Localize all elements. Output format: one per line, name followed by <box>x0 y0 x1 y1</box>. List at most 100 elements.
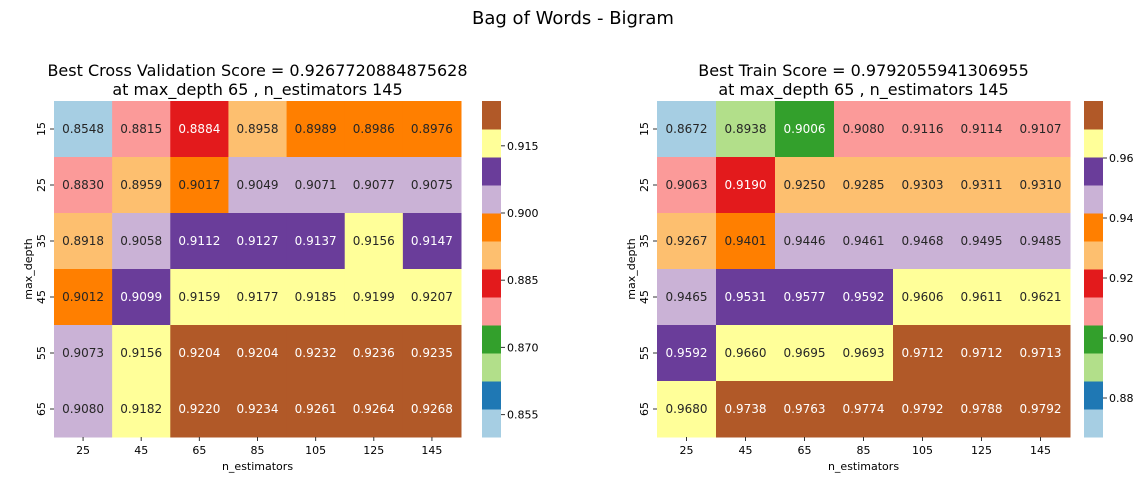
cell-value: 0.9446 <box>784 234 826 248</box>
cell-value: 0.9611 <box>961 290 1003 304</box>
x-tick-label: 65 <box>192 444 206 457</box>
cell-value: 0.9712 <box>902 346 944 360</box>
heatmap-cell <box>54 269 113 326</box>
heatmap-cell <box>834 325 894 382</box>
cell-value: 0.9774 <box>843 402 885 416</box>
heatmap-cell <box>402 101 462 158</box>
cell-value: 0.9621 <box>1020 290 1062 304</box>
cell-value: 0.9465 <box>666 290 708 304</box>
heatmap-cell <box>657 381 717 438</box>
cell-value: 0.9250 <box>784 178 826 192</box>
heatmap-cell <box>54 213 113 270</box>
cell-value: 0.9763 <box>784 402 826 416</box>
colorbar-tick-label: 0.870 <box>507 341 539 354</box>
x-tick-label: 85 <box>251 444 265 457</box>
heatmap-cell <box>170 213 229 270</box>
heatmap-cell <box>834 101 894 158</box>
y-tick-label: 45 <box>35 290 48 304</box>
heatmap-cell <box>834 157 894 214</box>
heatmap-cell <box>112 157 171 214</box>
colorbar-tick-label: 0.92 <box>1109 272 1134 285</box>
colorbar-segment <box>1084 185 1103 214</box>
cell-value: 0.9075 <box>411 178 453 192</box>
colorbar-segment <box>482 297 501 326</box>
heatmap-cell <box>228 269 288 326</box>
heatmap-cell <box>1011 157 1071 214</box>
heatmap-cell <box>657 325 717 382</box>
colorbar-tick-label: 0.900 <box>507 207 539 220</box>
cell-value: 0.9264 <box>353 402 395 416</box>
heatmap-cell <box>286 213 346 270</box>
cell-value: 0.9592 <box>666 346 708 360</box>
cell-value: 0.9114 <box>961 122 1003 136</box>
cell-value: 0.9606 <box>902 290 944 304</box>
cell-value: 0.9137 <box>295 234 337 248</box>
heatmap-cell <box>402 213 462 270</box>
heatmap-cell <box>775 325 835 382</box>
heatmap-cell <box>112 269 171 326</box>
heatmap-cell <box>344 381 404 438</box>
cell-value: 0.8672 <box>666 122 708 136</box>
cell-value: 0.9112 <box>178 234 220 248</box>
cell-value: 0.9401 <box>725 234 767 248</box>
cell-value: 0.9267 <box>666 234 708 248</box>
heatmap-cell <box>657 101 717 158</box>
colorbar-segment <box>1084 325 1103 354</box>
x-tick-label: 45 <box>134 444 148 457</box>
heatmap-cell <box>657 213 717 270</box>
cell-value: 0.9107 <box>1020 122 1062 136</box>
x-tick-label: 65 <box>798 444 812 457</box>
heatmap-cell <box>228 381 288 438</box>
cell-value: 0.9080 <box>843 122 885 136</box>
heatmap-cell <box>893 381 953 438</box>
cell-value: 0.8989 <box>295 122 337 136</box>
cell-value: 0.9207 <box>411 290 453 304</box>
heatmap-cell <box>834 269 894 326</box>
colorbar-segment <box>1084 157 1103 186</box>
y-axis-label: max_depth <box>625 238 638 300</box>
heatmap-cell <box>775 157 835 214</box>
heatmap-cell <box>775 101 835 158</box>
heatmap-cell <box>716 101 776 158</box>
x-tick-label: 105 <box>305 444 326 457</box>
cell-value: 0.9063 <box>666 178 708 192</box>
cell-value: 0.9185 <box>295 290 337 304</box>
cell-value: 0.9468 <box>902 234 944 248</box>
cell-value: 0.9182 <box>120 402 162 416</box>
cell-value: 0.9693 <box>843 346 885 360</box>
colorbar-segment <box>482 157 501 186</box>
colorbar-segment <box>1084 297 1103 326</box>
y-tick-label: 15 <box>35 122 48 136</box>
colorbar-tick-label: 0.855 <box>507 409 539 422</box>
colorbar-tick-label: 0.94 <box>1109 212 1134 225</box>
heatmap-cell <box>54 101 113 158</box>
plot-title: Best Cross Validation Score = 0.92677208… <box>47 61 467 80</box>
cell-value: 0.9058 <box>120 234 162 248</box>
cell-value: 0.9204 <box>237 346 279 360</box>
heatmap-cell <box>112 381 171 438</box>
colorbar-segment <box>1084 409 1103 438</box>
cell-value: 0.9310 <box>1020 178 1062 192</box>
heatmap-cell <box>286 325 346 382</box>
cell-value: 0.9099 <box>120 290 162 304</box>
heatmap-cell <box>716 269 776 326</box>
colorbar-segment <box>1084 129 1103 158</box>
heatmap-cell <box>112 101 171 158</box>
heatmap-cell <box>170 157 229 214</box>
heatmap-cell <box>228 101 288 158</box>
cell-value: 0.8830 <box>62 178 104 192</box>
heatmap-cell <box>402 381 462 438</box>
heatmap-cell <box>112 213 171 270</box>
cell-value: 0.9232 <box>295 346 337 360</box>
cell-value: 0.9049 <box>237 178 279 192</box>
cell-value: 0.8548 <box>62 122 104 136</box>
heatmap-cell <box>286 381 346 438</box>
x-axis-label: n_estimators <box>828 460 899 473</box>
cell-value: 0.9261 <box>295 402 337 416</box>
heatmap-cell <box>344 157 404 214</box>
colorbar-segment <box>482 409 501 438</box>
cell-value: 0.9235 <box>411 346 453 360</box>
cell-value: 0.8958 <box>237 122 279 136</box>
x-tick-label: 45 <box>739 444 753 457</box>
colorbar-segment <box>482 129 501 158</box>
